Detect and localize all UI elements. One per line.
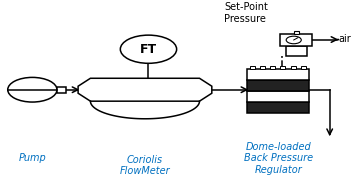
Text: air: air: [338, 34, 351, 44]
Bar: [301, 66, 306, 70]
Bar: [57, 87, 66, 92]
Circle shape: [286, 36, 301, 44]
Text: Set-Point
Pressure: Set-Point Pressure: [224, 2, 268, 24]
Bar: [247, 91, 308, 102]
Bar: [247, 70, 308, 80]
Text: FT: FT: [140, 43, 157, 56]
Text: Pump: Pump: [18, 153, 46, 163]
Text: Coriolis
FlowMeter: Coriolis FlowMeter: [120, 155, 170, 176]
Bar: [280, 66, 285, 70]
Bar: [286, 46, 307, 56]
Bar: [250, 66, 255, 70]
Circle shape: [8, 77, 57, 102]
Bar: [260, 66, 265, 70]
Circle shape: [120, 35, 177, 63]
Bar: [247, 102, 308, 113]
Bar: [247, 80, 308, 91]
Bar: [294, 31, 299, 34]
Polygon shape: [78, 78, 212, 101]
Bar: [280, 34, 312, 46]
Bar: [270, 66, 275, 70]
Text: Dome-loaded
Back Pressure
Regulator: Dome-loaded Back Pressure Regulator: [244, 142, 313, 175]
Bar: [291, 66, 296, 70]
